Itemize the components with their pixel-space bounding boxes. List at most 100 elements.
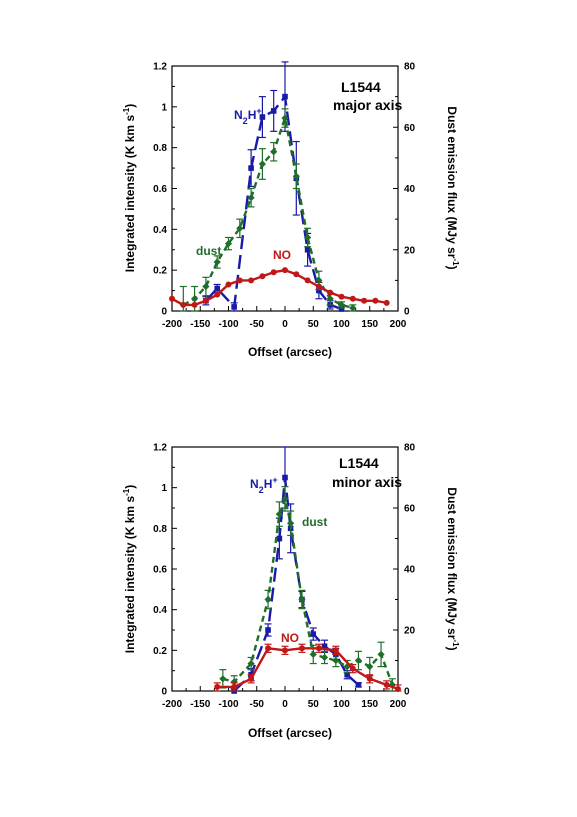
y-tick-label: 0.4 [153, 605, 167, 616]
n2h-data-point [248, 165, 254, 171]
n2h-data-point [338, 306, 345, 312]
y2-tick-label: 0 [404, 307, 410, 318]
no-data-point [259, 273, 266, 280]
dust-data-point [309, 650, 317, 658]
series-label-n2h: N2H+ [234, 106, 262, 126]
x-tick-label: 150 [361, 699, 378, 710]
y-tick-label: 0.4 [153, 225, 167, 236]
dust-data-point [377, 650, 385, 658]
dust-data-point [326, 295, 334, 303]
y2-tick-label: 60 [404, 504, 416, 515]
no-data-point [214, 291, 221, 298]
n2h-data-point [310, 631, 317, 637]
x-tick-label: 50 [308, 699, 320, 710]
no-data-point [327, 289, 334, 296]
dust-data-point [332, 656, 340, 665]
dust-series-line [182, 116, 354, 310]
x-tick-label: -50 [250, 699, 265, 710]
x-axis-title: Offset (arcsec) [248, 345, 332, 359]
dust-data-point [230, 678, 238, 686]
no-data-point [180, 301, 187, 308]
x-axis-title: Offset (arcsec) [248, 726, 332, 740]
dust-data-point [219, 675, 227, 683]
y-tick-label: 0.8 [153, 143, 167, 154]
y-tick-label: 1 [161, 483, 167, 494]
no-data-point [265, 645, 272, 652]
n2h-data-point [265, 627, 271, 633]
no-data-point [225, 281, 232, 288]
x-tick-label: 150 [361, 319, 378, 330]
no-data-point [315, 283, 322, 290]
y2-tick-label: 20 [404, 245, 416, 256]
no-data-point [236, 277, 243, 284]
series-label-n2h: N2H+ [250, 475, 278, 495]
dust-data-point [337, 301, 346, 309]
no-data-point [169, 295, 175, 302]
y2-axis-title-main: Dust emission flux (MJy sr [445, 487, 459, 639]
no-data-point [191, 301, 198, 308]
minor-axis-panel: L1544 minor axis Offset (arcsec) Integra… [122, 443, 460, 741]
no-data-point [298, 645, 305, 652]
x-tick-label: -150 [190, 699, 210, 710]
n2h-data-point [259, 114, 266, 120]
y2-axis-title-sup: -1 [451, 258, 460, 266]
n2h-data-point [276, 535, 283, 542]
y-tick-label: 0.6 [153, 565, 167, 576]
x-tick-label: -100 [218, 319, 238, 330]
no-data-point [248, 277, 255, 284]
no-data-point [372, 297, 379, 304]
y-tick-label: 0.8 [153, 524, 167, 535]
panel-title: L1544 [341, 79, 381, 95]
y-tick-label: 1.2 [153, 62, 167, 73]
y-tick-label: 0 [161, 307, 167, 318]
y2-tick-label: 40 [404, 184, 416, 195]
series-label-dust: dust [302, 515, 327, 529]
dust-data-point [292, 172, 300, 180]
x-tick-label: 200 [390, 699, 407, 710]
y-axis-title-sup: -1 [122, 107, 131, 115]
n2h-data-point [231, 304, 237, 310]
x-tick-label: -150 [190, 319, 210, 330]
x-tick-label: 0 [282, 699, 288, 710]
x-tick-label: 100 [333, 319, 350, 330]
dust-data-point [343, 663, 351, 671]
panel-title: L1544 [339, 455, 379, 471]
major-axis-panel: L1544 major axis Offset (arcsec) Integra… [122, 61, 460, 359]
dust-data-point [281, 495, 289, 503]
dust-data-point [349, 304, 357, 312]
dust-series-line [222, 497, 394, 686]
y2-tick-label: 0 [404, 687, 410, 698]
y2-axis-title: Dust emission flux (MJy sr-1) [445, 487, 460, 650]
dust-data-point [247, 659, 255, 668]
x-tick-label: 0 [282, 319, 288, 330]
dust-data-point [236, 224, 244, 232]
axis-ticks: -200 -150 -100 -50 0 50 100 150 20000.20.40.60.8… [153, 62, 415, 331]
dust-data-point [388, 681, 396, 689]
y2-tick-label: 60 [404, 123, 416, 134]
dust-data-point [258, 160, 266, 168]
dust-data-point [270, 148, 278, 156]
no-data-point [231, 683, 238, 690]
x-tick-label: 100 [333, 699, 350, 710]
no-series-line [217, 647, 399, 691]
x-tick-label: -50 [250, 319, 265, 330]
y2-tick-label: 40 [404, 565, 416, 576]
y-tick-label: 0.2 [153, 266, 167, 277]
no-data-point [395, 685, 401, 692]
no-data-point [383, 681, 390, 688]
no-data-point [202, 297, 209, 304]
dust-data-point [281, 114, 289, 122]
dust-data-point [287, 519, 295, 527]
series-label-no: NO [273, 248, 291, 262]
x-tick-label: -200 [162, 319, 182, 330]
n2h-data-point [344, 671, 350, 678]
series-layer [169, 61, 390, 312]
y2-axis-title-end: ) [445, 266, 459, 270]
n2h-data-point [282, 474, 288, 481]
y-tick-label: 1 [161, 102, 167, 113]
no-data-point [248, 675, 255, 682]
y-axis-title: Integrated intensity (K km s-1) [122, 485, 137, 654]
no-data-point [304, 277, 311, 284]
y2-axis-title-end: ) [445, 647, 459, 651]
n2h-label-h: H [264, 477, 273, 491]
